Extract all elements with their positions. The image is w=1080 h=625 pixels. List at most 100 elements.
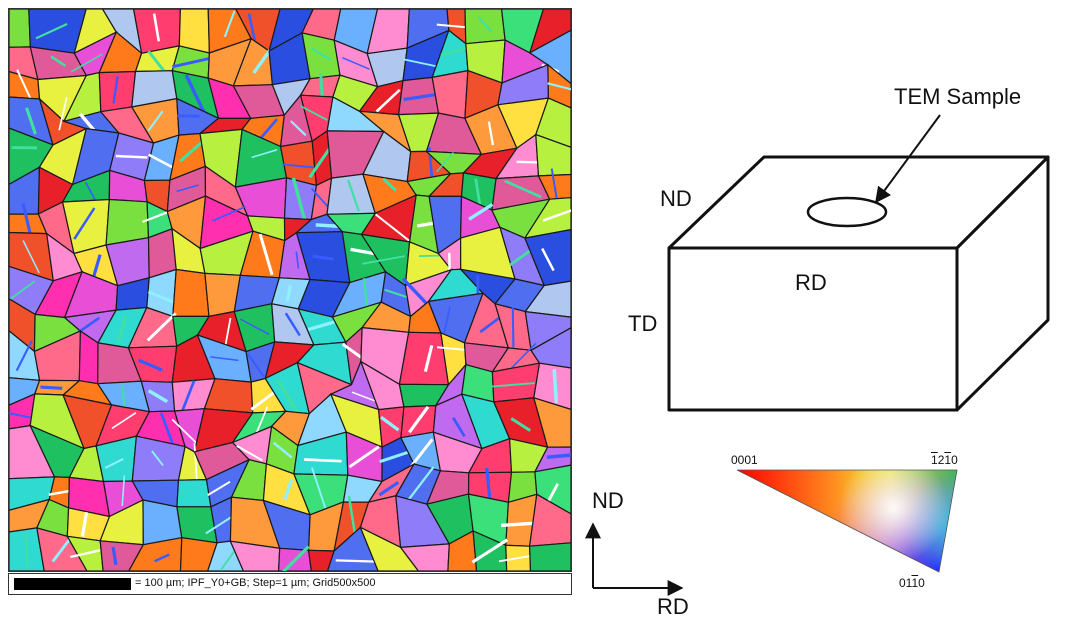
box-top-face [667, 155, 1050, 250]
twin-lamella [452, 416, 466, 438]
twin-lamella [179, 139, 206, 163]
twin-lamella [171, 418, 198, 445]
twin-lamella [378, 480, 400, 497]
twin-lamella [184, 74, 207, 115]
twin-lamella [382, 177, 398, 192]
twin-lamella [25, 107, 37, 135]
twin-lamella [362, 278, 369, 307]
grain [128, 536, 183, 571]
twin-lamella [121, 475, 126, 506]
twin-lamella [121, 385, 126, 410]
twin-lamella [347, 496, 357, 534]
box-rd-label: RD [795, 270, 827, 295]
twin-lamella [147, 110, 164, 132]
twin-lamella [283, 478, 294, 500]
grain [528, 9, 571, 55]
box-side-face [955, 155, 1050, 412]
twin-lamella [40, 385, 63, 390]
grain [535, 133, 571, 177]
twin-lamella [171, 55, 216, 69]
twin-lamella [307, 319, 337, 332]
twin-lamella [347, 179, 360, 212]
twin-lamella [239, 318, 270, 336]
twin-lamella [542, 209, 571, 222]
twin-lamella [146, 312, 177, 342]
twin-lamella [51, 536, 73, 563]
twin-lamella [437, 346, 470, 352]
twin-lamella [282, 163, 315, 169]
twin-lamella [276, 379, 299, 414]
twin-lamella [403, 92, 439, 102]
twin-lamella [154, 553, 170, 563]
twin-lamella [406, 466, 435, 503]
twin-lamella [471, 538, 509, 564]
grain [207, 540, 245, 571]
twin-lamella [468, 203, 494, 221]
twin-lamella [177, 114, 200, 118]
twin-lamella [73, 207, 96, 240]
twin-lamella [80, 511, 89, 537]
twin-lamella [281, 545, 310, 571]
grain [533, 446, 571, 473]
twin-lamella [500, 521, 538, 528]
twin-lamella [255, 406, 269, 433]
twin-lamella [290, 120, 307, 137]
twin-lamella [442, 306, 451, 338]
twin-lamella [272, 441, 293, 459]
scale-bar-panel: = 100 µm; IPF_Y0+GB; Step=1 µm; Grid500x… [8, 573, 572, 595]
grain [307, 549, 335, 571]
twin-lamella [147, 389, 169, 404]
twin-lamella [361, 255, 405, 265]
twin-lamella [546, 453, 571, 459]
twin-lamella [403, 58, 437, 68]
ipf-label-1210: 1210 [931, 453, 958, 467]
twin-lamella [252, 49, 272, 75]
twin-lamella [310, 467, 327, 509]
twin-lamella [151, 450, 164, 466]
twin-lamella [546, 483, 560, 503]
twin-lamella [251, 149, 278, 159]
twin-lamella [210, 356, 239, 362]
twin-lamella [311, 47, 331, 61]
ipf-color-key: 0001 1210 0110 [729, 440, 971, 595]
grain [528, 542, 571, 571]
grain [535, 97, 571, 148]
twin-lamella [511, 307, 515, 348]
tem-pointer-arrow [875, 114, 941, 204]
twin-lamella [70, 53, 103, 73]
ebsd-map [8, 8, 572, 572]
grain [530, 327, 571, 369]
twin-lamella [9, 412, 34, 420]
twin-lamella [284, 312, 301, 337]
twin-lamella [152, 13, 161, 42]
twin-lamella [474, 178, 482, 205]
axis-nd-label: ND [592, 488, 624, 513]
twin-lamella [111, 412, 137, 429]
twin-lamella [423, 345, 434, 372]
twin-lamella [504, 179, 542, 199]
twin-lamella [304, 458, 342, 463]
twin-lamella [300, 105, 328, 121]
twin-lamella [112, 76, 119, 104]
twin-lamella [117, 315, 128, 343]
twin-lamella [348, 445, 380, 469]
axis-rd-label: RD [657, 594, 689, 619]
twin-lamella [246, 352, 265, 378]
twin-lamella [84, 182, 97, 203]
twin-lamella [207, 480, 231, 496]
twin-lamella [487, 121, 495, 146]
twin-lamella [50, 55, 67, 67]
twin-lamella [516, 160, 539, 164]
twin-lamella [335, 559, 377, 563]
ipf-triangle [736, 469, 958, 573]
grain [532, 396, 571, 448]
twin-lamella [147, 50, 167, 74]
twin-lamella [552, 369, 559, 404]
grain [528, 493, 571, 547]
twin-lamella [374, 213, 410, 242]
twin-lamella [147, 153, 176, 170]
twin-lamella [491, 382, 535, 388]
twin-lamella [350, 247, 378, 256]
twin-lamella [9, 280, 36, 301]
